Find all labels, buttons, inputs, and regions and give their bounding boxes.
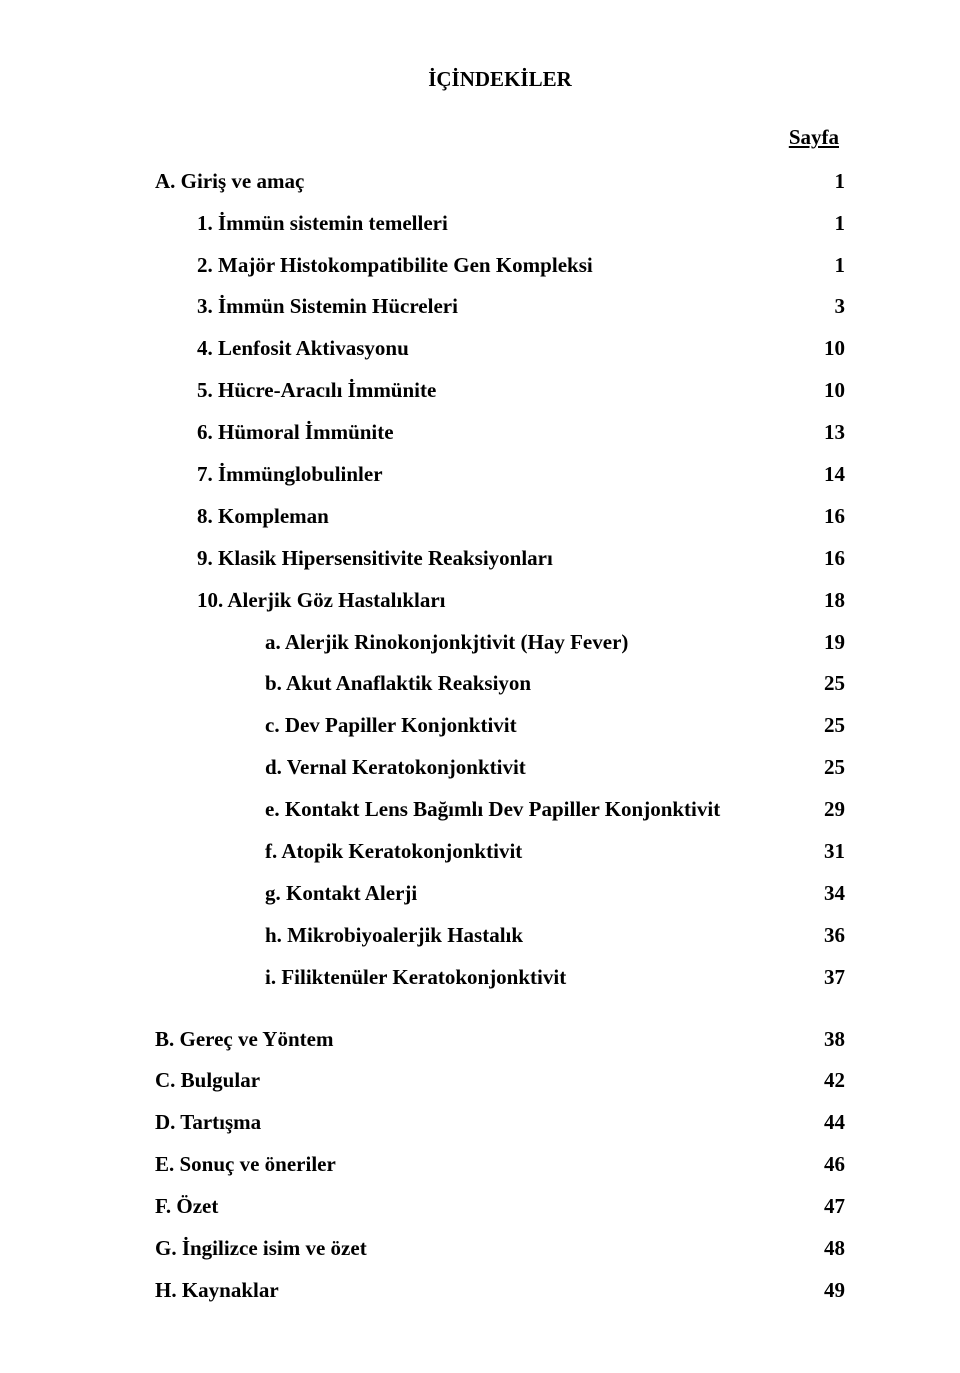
toc-row: A. Giriş ve amaç 1: [155, 162, 845, 202]
toc-row: G. İngilizce isim ve özet 48: [155, 1229, 845, 1269]
toc-list: A. Giriş ve amaç11. İmmün sistemin temel…: [155, 162, 845, 1311]
toc-entry-page: 1: [805, 162, 845, 202]
toc-entry-page: 37: [805, 958, 845, 998]
toc-row: 8. Kompleman 16: [155, 497, 845, 537]
toc-entry-label: H. Kaynaklar: [155, 1271, 279, 1311]
toc-row: B. Gereç ve Yöntem 38: [155, 1020, 845, 1060]
toc-entry-page: 34: [805, 874, 845, 914]
toc-entry-page: 14: [805, 455, 845, 495]
toc-row: H. Kaynaklar 49: [155, 1271, 845, 1311]
toc-entry-page: 16: [805, 539, 845, 579]
toc-entry-label: 1. İmmün sistemin temelleri: [197, 204, 448, 244]
toc-entry-page: 10: [805, 329, 845, 369]
toc-entry-label: 8. Kompleman: [197, 497, 329, 537]
toc-entry-label: 10. Alerjik Göz Hastalıkları: [197, 581, 445, 621]
toc-row: 7. İmmünglobulinler 14: [155, 455, 845, 495]
toc-row: 4. Lenfosit Aktivasyonu 10: [155, 329, 845, 369]
toc-entry-label: 4. Lenfosit Aktivasyonu: [197, 329, 409, 369]
toc-entry-page: 44: [805, 1103, 845, 1143]
toc-entry-label: i. Filiktenüler Keratokonjonktivit: [265, 958, 566, 998]
toc-row: 9. Klasik Hipersensitivite Reaksiyonları…: [155, 539, 845, 579]
toc-row: 2. Majör Histokompatibilite Gen Kompleks…: [155, 246, 845, 286]
toc-row: b. Akut Anaflaktik Reaksiyon 25: [155, 664, 845, 704]
toc-entry-label: b. Akut Anaflaktik Reaksiyon: [265, 664, 531, 704]
toc-entry-label: A. Giriş ve amaç: [155, 162, 304, 202]
page-column-label: Sayfa: [789, 118, 839, 158]
toc-entry-page: 47: [805, 1187, 845, 1227]
toc-row: 5. Hücre-Aracılı İmmünite 10: [155, 371, 845, 411]
document-title: İÇİNDEKİLER: [155, 60, 845, 100]
toc-row: i. Filiktenüler Keratokonjonktivit 37: [155, 958, 845, 998]
toc-row: c. Dev Papiller Konjonktivit 25: [155, 706, 845, 746]
toc-entry-page: 31: [805, 832, 845, 872]
toc-row: 3. İmmün Sistemin Hücreleri 3: [155, 287, 845, 327]
toc-entry-page: 49: [805, 1271, 845, 1311]
toc-row: 1. İmmün sistemin temelleri 1: [155, 204, 845, 244]
toc-entry-page: 1: [805, 246, 845, 286]
toc-entry-label: B. Gereç ve Yöntem: [155, 1020, 333, 1060]
toc-entry-label: d. Vernal Keratokonjonktivit: [265, 748, 526, 788]
toc-entry-page: 29: [805, 790, 845, 830]
toc-row: g. Kontakt Alerji 34: [155, 874, 845, 914]
toc-row: 6. Hümoral İmmünite 13: [155, 413, 845, 453]
toc-entry-label: c. Dev Papiller Konjonktivit: [265, 706, 517, 746]
toc-entry-page: 48: [805, 1229, 845, 1269]
toc-entry-page: 46: [805, 1145, 845, 1185]
toc-entry-label: D. Tartışma: [155, 1103, 261, 1143]
toc-row: D. Tartışma 44: [155, 1103, 845, 1143]
toc-entry-page: 18: [805, 581, 845, 621]
toc-entry-page: 1: [805, 204, 845, 244]
toc-entry-page: 25: [805, 748, 845, 788]
toc-row: 10. Alerjik Göz Hastalıkları 18: [155, 581, 845, 621]
toc-entry-label: h. Mikrobiyoalerjik Hastalık: [265, 916, 523, 956]
toc-row: f. Atopik Keratokonjonktivit 31: [155, 832, 845, 872]
toc-entry-page: 10: [805, 371, 845, 411]
toc-entry-page: 3: [805, 287, 845, 327]
toc-entry-page: 42: [805, 1061, 845, 1101]
toc-entry-label: g. Kontakt Alerji: [265, 874, 417, 914]
toc-entry-page: 25: [805, 706, 845, 746]
toc-entry-label: C. Bulgular: [155, 1061, 260, 1101]
toc-row: F. Özet 47: [155, 1187, 845, 1227]
toc-row: C. Bulgular 42: [155, 1061, 845, 1101]
toc-entry-page: 16: [805, 497, 845, 537]
toc-entry-label: 5. Hücre-Aracılı İmmünite: [197, 371, 436, 411]
toc-entry-label: E. Sonuç ve öneriler: [155, 1145, 336, 1185]
toc-entry-page: 36: [805, 916, 845, 956]
toc-entry-label: 6. Hümoral İmmünite: [197, 413, 394, 453]
toc-row: a. Alerjik Rinokonjonkjtivit (Hay Fever)…: [155, 623, 845, 663]
toc-entry-label: F. Özet: [155, 1187, 218, 1227]
toc-entry-label: a. Alerjik Rinokonjonkjtivit (Hay Fever): [265, 623, 628, 663]
toc-entry-page: 25: [805, 664, 845, 704]
page-column-header: Sayfa: [155, 118, 845, 158]
toc-gap: [155, 1000, 845, 1020]
toc-row: h. Mikrobiyoalerjik Hastalık 36: [155, 916, 845, 956]
toc-entry-label: 7. İmmünglobulinler: [197, 455, 383, 495]
toc-entry-page: 13: [805, 413, 845, 453]
toc-entry-label: f. Atopik Keratokonjonktivit: [265, 832, 522, 872]
toc-row: e. Kontakt Lens Bağımlı Dev Papiller Kon…: [155, 790, 845, 830]
toc-entry-page: 38: [805, 1020, 845, 1060]
toc-entry-label: G. İngilizce isim ve özet: [155, 1229, 367, 1269]
toc-entry-label: 9. Klasik Hipersensitivite Reaksiyonları: [197, 539, 553, 579]
toc-entry-label: 2. Majör Histokompatibilite Gen Kompleks…: [197, 246, 593, 286]
toc-row: E. Sonuç ve öneriler 46: [155, 1145, 845, 1185]
toc-entry-label: 3. İmmün Sistemin Hücreleri: [197, 287, 458, 327]
toc-entry-label: e. Kontakt Lens Bağımlı Dev Papiller Kon…: [265, 790, 720, 830]
toc-row: d. Vernal Keratokonjonktivit 25: [155, 748, 845, 788]
toc-entry-page: 19: [805, 623, 845, 663]
